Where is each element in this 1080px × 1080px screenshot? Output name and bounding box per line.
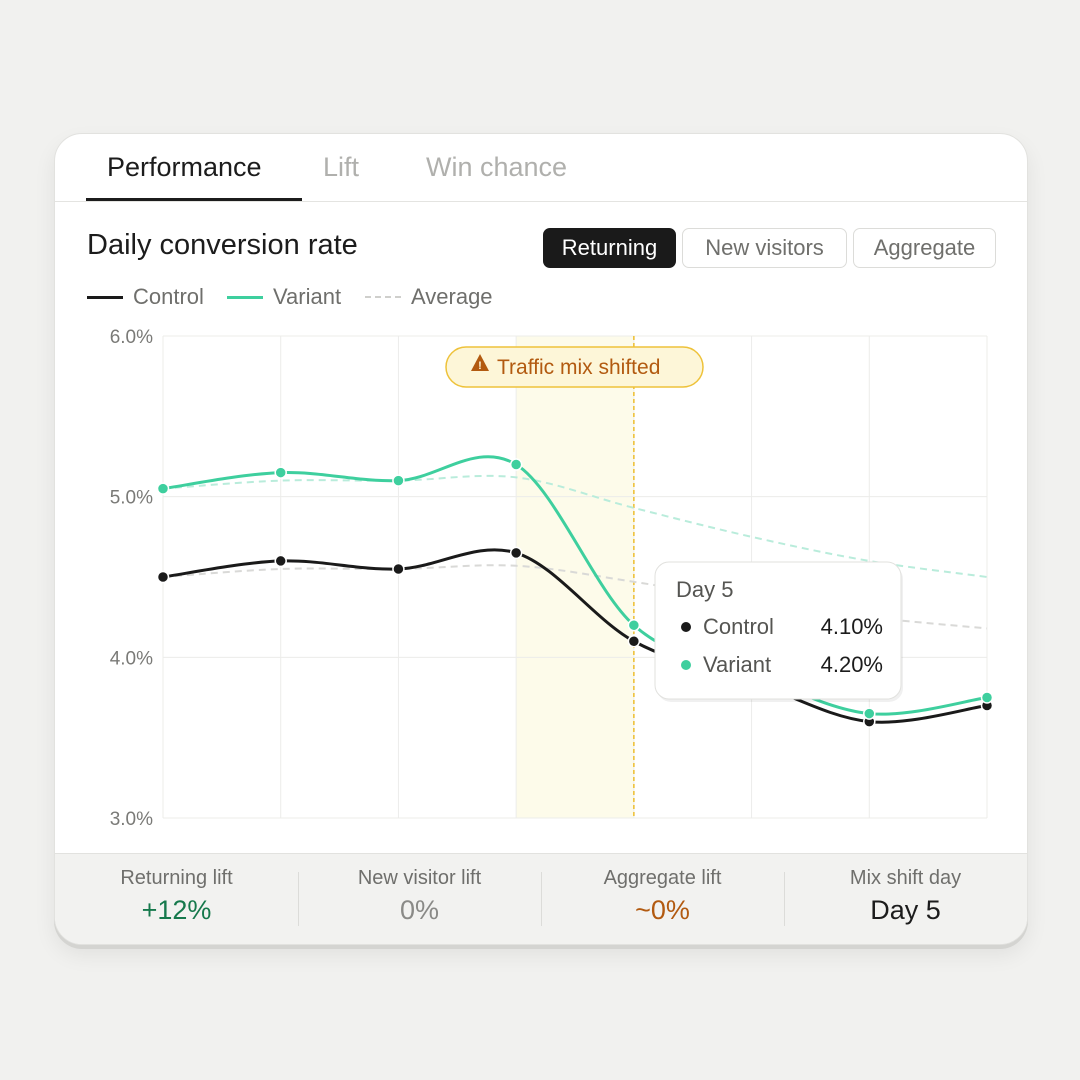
stat-value: Day 5: [870, 895, 941, 925]
stat-returning-lift: Returning lift +12%: [55, 854, 298, 944]
conversion-chart: 6.0% 5.0% 4.0% 3.0%! Traffic mix shifted Day …: [110, 327, 994, 830]
legend-average: Average: [365, 284, 493, 310]
tooltip-control-dot: [681, 622, 691, 632]
segment-aggregate[interactable]: Aggregate: [853, 228, 996, 268]
average-line-variant: [162, 474, 988, 578]
performance-card: Performance Lift Win chance Daily conver…: [54, 133, 1028, 945]
stat-divider: [298, 872, 299, 926]
control-point: [274, 554, 287, 568]
y-tick-label: 6.0%: [110, 327, 153, 348]
traffic-mix-annotation: ! Traffic mix shifted: [445, 346, 704, 388]
stat-label: Mix shift day: [849, 867, 962, 889]
variant-point: [274, 466, 287, 479]
control-point: [509, 546, 523, 560]
stat-divider: [541, 872, 542, 926]
variant-point: [392, 474, 405, 487]
legend-control-label: Control: [133, 284, 204, 309]
tooltip-control-label: Control: [703, 614, 774, 639]
tab-win-chance[interactable]: Win chance: [426, 152, 568, 182]
stat-label: Returning lift: [120, 867, 233, 889]
segment-new-visitors[interactable]: New visitors: [682, 228, 847, 268]
variant-point: [627, 618, 641, 632]
segment-returning[interactable]: Returning: [543, 228, 676, 268]
y-tick-label: 3.0%: [110, 809, 153, 830]
stat-aggregate-lift: Aggregate lift ~0%: [541, 854, 784, 944]
legend-variant-label: Variant: [273, 284, 342, 309]
tooltip-box: [654, 561, 902, 700]
tooltip-variant-label: Variant: [703, 652, 771, 677]
chart-title: Daily conversion rate: [87, 229, 358, 261]
y-tick-label: 5.0%: [110, 488, 153, 509]
active-tab-indicator: [86, 198, 302, 201]
tooltip-control-value: 4.10%: [821, 614, 883, 639]
variant-line: [162, 455, 988, 716]
variant-point: [509, 458, 523, 471]
control-point: [627, 635, 641, 648]
stats-bar: Returning lift +12% New visitor lift 0% …: [55, 853, 1027, 944]
stat-label: Aggregate lift: [603, 867, 722, 889]
legend-variant-swatch: [227, 295, 263, 299]
control-point: [156, 570, 170, 584]
tab-lift[interactable]: Lift: [323, 152, 360, 182]
stat-value: ~0%: [635, 895, 690, 925]
variant-point: [980, 691, 994, 704]
stat-new-visitor-lift: New visitor lift 0%: [298, 854, 541, 944]
legend-control: Control: [87, 284, 204, 310]
legend-control-swatch: [87, 295, 123, 299]
legend-variant: Variant: [227, 284, 341, 310]
day-tooltip: Day 5 Control 4.10% Variant 4.20%: [654, 561, 903, 702]
control-line: [162, 548, 988, 724]
y-tick-label: 4.0%: [110, 648, 153, 669]
stat-value: 0%: [399, 895, 440, 925]
variant-point: [156, 482, 170, 495]
stat-value: +12%: [141, 895, 212, 925]
warning-icon-mark: !: [478, 360, 482, 372]
stat-divider: [784, 872, 785, 926]
legend-average-label: Average: [411, 284, 493, 309]
tab-bar: Performance Lift Win chance: [55, 134, 1027, 202]
variant-point: [863, 707, 876, 720]
control-point: [392, 562, 405, 576]
tooltip-title: Day 5: [676, 577, 733, 602]
tab-performance[interactable]: Performance: [107, 152, 262, 182]
stat-mix-shift-day: Mix shift day Day 5: [784, 854, 1027, 944]
highlight-band: [516, 336, 634, 818]
stat-label: New visitor lift: [357, 867, 482, 889]
tooltip-variant-value: 4.20%: [821, 652, 883, 677]
annotation-label: Traffic mix shifted: [497, 356, 660, 379]
warning-icon: [471, 354, 489, 371]
annotation-pill: [445, 346, 704, 388]
legend-average-swatch: [365, 296, 401, 298]
tooltip-variant-dot: [681, 660, 691, 670]
